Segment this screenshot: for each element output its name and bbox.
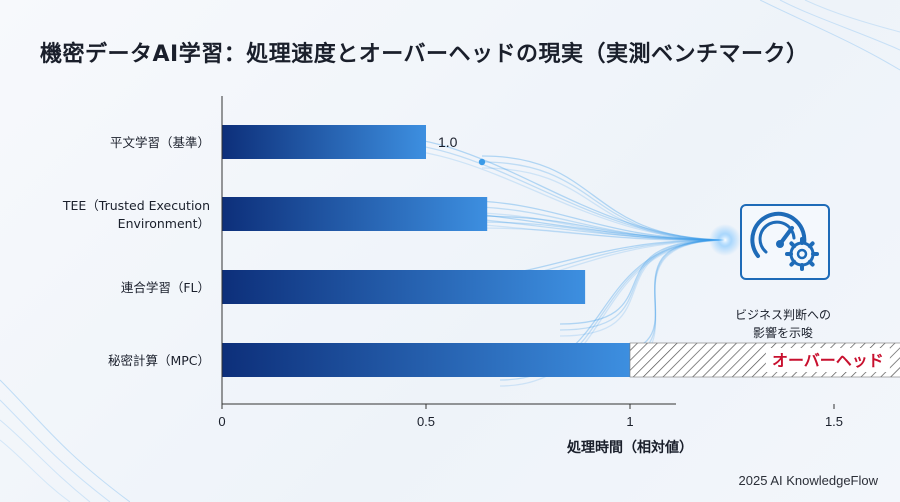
x-tick-label: 0 [218, 414, 225, 429]
bar-1 [222, 197, 488, 231]
x-axis-label: 処理時間（相対値） [566, 439, 693, 456]
flow-line [447, 199, 726, 241]
flow-line [481, 167, 726, 241]
bars: オーバーヘッド [222, 125, 900, 378]
flow-line [481, 155, 726, 241]
bar-3 [222, 343, 630, 377]
flow-line [559, 239, 726, 325]
data-label: 1.0 [438, 134, 458, 150]
flow-line [559, 239, 726, 331]
flow-line [447, 211, 726, 241]
category-label: Environment） [118, 216, 210, 231]
flow-line [559, 239, 726, 337]
category-label: TEE（Trusted Execution [62, 198, 210, 213]
flow-dot [478, 158, 486, 166]
flow-line [447, 205, 726, 241]
impact-label: ビジネス判断への 影響を示唆 [734, 308, 831, 340]
overhead-label: オーバーヘッド [772, 351, 884, 370]
x-tick-label: 1 [626, 414, 633, 429]
flow-glow [709, 224, 741, 256]
flow-line [499, 239, 726, 387]
x-tick-label: 1.5 [825, 414, 843, 429]
category-label: 平文学習（基準） [110, 135, 210, 150]
bar-0 [222, 125, 426, 159]
page-title: 機密データAI学習：処理速度とオーバーヘッドの現実（実測ベンチマーク） [40, 42, 809, 67]
flow-line [471, 227, 726, 241]
category-label: 連合学習（FL） [121, 280, 210, 295]
x-tick-label: 0.5 [417, 414, 435, 429]
overhead-label-bg [765, 348, 890, 372]
flow-line [599, 239, 726, 355]
footer-credit: 2025 AI KnowledgeFlow [738, 473, 878, 488]
category-labels: 1.0 平文学習（基準） TEE（Trusted Execution Environm… [62, 134, 458, 368]
x-axis: 00.511.52処理時間（相対値） [218, 96, 843, 456]
gauge-gear-icon [750, 211, 819, 271]
flow-line [481, 161, 726, 241]
impact-icon-box [740, 204, 830, 280]
category-label: 秘密計算（MPC） [108, 353, 210, 368]
bar-2 [222, 270, 586, 304]
flow-line [471, 221, 726, 241]
flow-line [471, 215, 726, 241]
